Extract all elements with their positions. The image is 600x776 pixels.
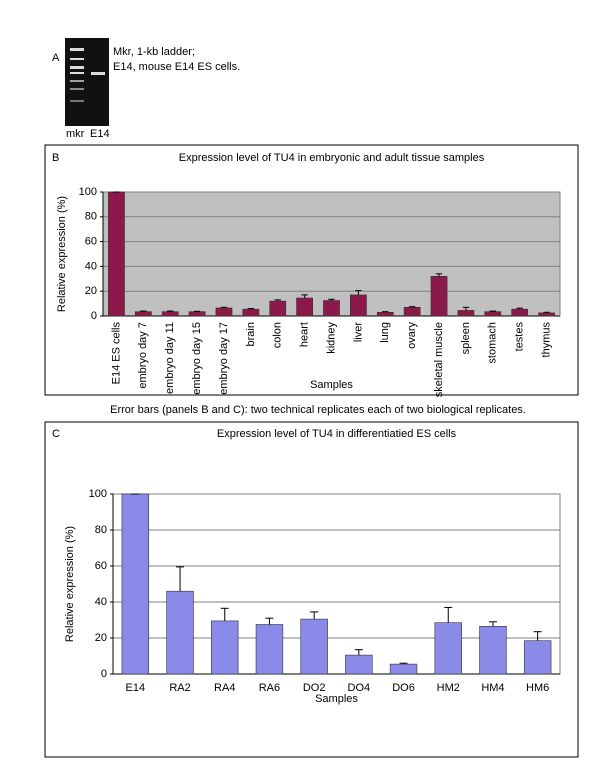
bar — [300, 618, 328, 675]
bar — [242, 308, 260, 317]
bar — [296, 297, 313, 317]
x-tick-label: HM4 — [481, 682, 504, 694]
x-tick-label: lung — [379, 322, 391, 343]
y-tick-label: 80 — [95, 524, 107, 536]
x-tick-label: heart — [299, 322, 311, 347]
bar — [188, 311, 206, 317]
lane-label: E14 — [90, 128, 110, 140]
x-tick-label: DO4 — [348, 682, 371, 694]
bar — [511, 308, 529, 317]
bar — [345, 654, 373, 675]
chart-title: Expression level of TU4 in embryonic and… — [179, 152, 485, 164]
x-tick-label: brain — [245, 322, 257, 346]
y-tick-label: 40 — [95, 596, 107, 608]
panel-label: A — [52, 52, 60, 64]
bar — [479, 625, 507, 675]
y-tick-label: 100 — [89, 488, 107, 500]
x-tick-label: colon — [272, 322, 284, 348]
bar — [134, 311, 152, 317]
panel-label: B — [52, 152, 59, 164]
x-tick-label: thymus — [540, 322, 552, 358]
y-tick-label: 100 — [79, 186, 97, 198]
y-tick-label: 20 — [95, 632, 107, 644]
bar — [430, 276, 448, 317]
plot-area — [102, 191, 561, 317]
note: E14, mouse E14 ES cells. — [113, 61, 240, 73]
y-tick-label: 0 — [101, 668, 107, 680]
x-tick-label: stomach — [487, 322, 499, 364]
y-tick-label: 60 — [85, 236, 97, 248]
gel-bands — [70, 48, 105, 102]
y-axis-label: Relative expression (%) — [64, 526, 76, 642]
x-tick-label: ovary — [406, 322, 418, 349]
bar — [161, 311, 179, 317]
x-tick-label: E14 — [126, 682, 146, 694]
y-axis-label: Relative expression (%) — [56, 196, 68, 312]
x-tick-label: RA6 — [259, 682, 280, 694]
bar — [121, 493, 150, 675]
panel-label: C — [52, 428, 60, 440]
x-tick-label: DO2 — [303, 682, 326, 694]
bar — [269, 300, 287, 317]
bar — [457, 310, 475, 317]
bar — [350, 294, 367, 317]
bar — [166, 590, 194, 675]
x-tick-label: testes — [514, 322, 526, 352]
y-tick-label: 60 — [95, 560, 107, 572]
bar — [538, 312, 555, 317]
x-tick-label: liver — [352, 322, 364, 343]
note: Mkr, 1-kb ladder; — [113, 46, 195, 58]
bar — [523, 640, 552, 675]
x-tick-label: spleen — [460, 322, 472, 354]
bar — [434, 622, 462, 675]
bar — [108, 191, 125, 317]
y-tick-label: 80 — [85, 211, 97, 223]
lane-label: mkr — [66, 128, 85, 140]
bar — [255, 624, 284, 675]
bar — [403, 307, 421, 317]
bar — [211, 620, 239, 675]
x-tick-label: skeletal muscle — [433, 322, 445, 397]
panel-frame — [44, 144, 579, 396]
x-tick-label: HM2 — [437, 682, 460, 694]
x-tick-label: embryo day 11 — [164, 322, 176, 394]
bar — [323, 300, 340, 317]
x-axis-label: Samples — [315, 693, 358, 705]
y-tick-label: 20 — [85, 285, 97, 297]
x-tick-label: kidney — [325, 322, 337, 354]
x-tick-label: RA2 — [169, 682, 190, 694]
x-tick-label: embryo day 15 — [191, 322, 203, 395]
x-tick-label: DO6 — [392, 682, 415, 694]
caption: Error bars (panels B and C): two technic… — [110, 404, 526, 416]
x-tick-label: RA4 — [214, 682, 235, 694]
chart-title: Expression level of TU4 in differentiati… — [217, 428, 457, 440]
bar — [484, 311, 502, 317]
bar — [389, 663, 418, 675]
x-tick-label: embryo day 7 — [137, 322, 149, 389]
x-tick-label: embryo day 17 — [218, 322, 230, 395]
y-tick-label: 0 — [91, 310, 97, 322]
y-tick-label: 40 — [85, 260, 97, 272]
bar — [215, 307, 233, 317]
x-axis-label: Samples — [310, 379, 353, 391]
x-tick-label: E14 ES cells — [110, 322, 122, 385]
panel-frame — [44, 421, 579, 758]
bar — [376, 311, 394, 317]
x-tick-label: HM6 — [526, 682, 549, 694]
